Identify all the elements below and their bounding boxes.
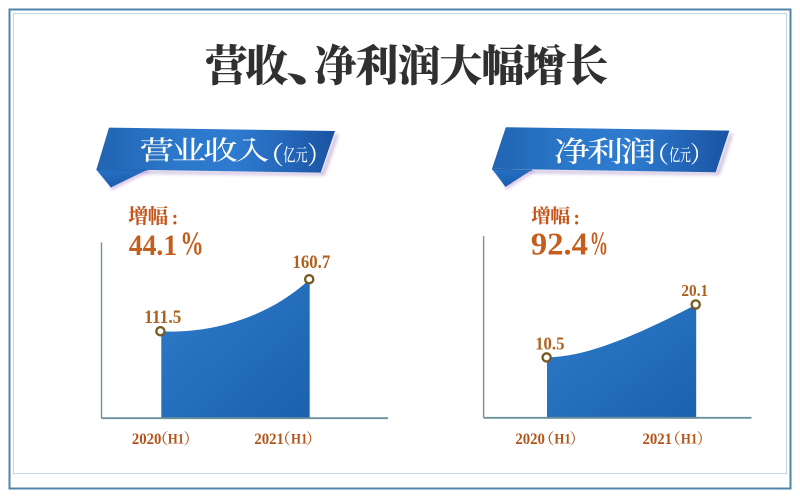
- svg-text:H1: H1: [291, 431, 308, 447]
- svg-text:111.5: 111.5: [144, 306, 181, 327]
- svg-text::: :: [573, 208, 580, 230]
- svg-text:%: %: [180, 226, 203, 263]
- svg-text:160.7: 160.7: [293, 251, 331, 272]
- svg-text:H1: H1: [168, 431, 185, 447]
- svg-text:92.4: 92.4: [531, 227, 588, 261]
- svg-text:10.5: 10.5: [535, 333, 564, 354]
- svg-text::: :: [172, 208, 179, 230]
- svg-text:2020: 2020: [515, 430, 545, 448]
- svg-text:2021: 2021: [643, 430, 673, 448]
- svg-text:2020: 2020: [132, 430, 162, 448]
- svg-text:44.1: 44.1: [129, 231, 178, 263]
- svg-text:2021: 2021: [254, 430, 284, 448]
- svg-text:H1: H1: [681, 431, 698, 447]
- svg-text:%: %: [590, 225, 608, 262]
- svg-text:20.1: 20.1: [681, 280, 708, 300]
- svg-text:H1: H1: [554, 431, 571, 447]
